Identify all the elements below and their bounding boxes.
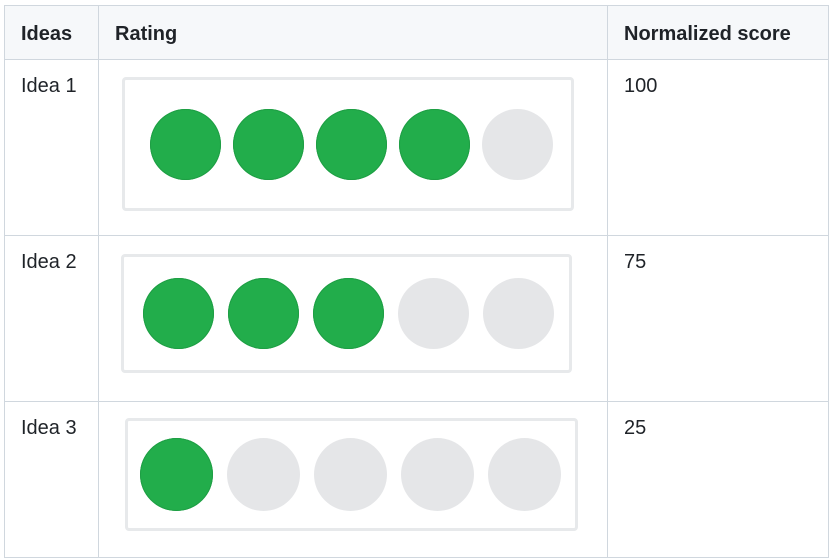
rating-widget: [125, 418, 578, 531]
normalized-score: 25: [607, 401, 829, 558]
normalized-score: 75: [607, 235, 829, 402]
table-row: Idea 2 75: [4, 235, 829, 402]
table-row: Idea 1 100: [4, 59, 829, 236]
table-body: Idea 1 100 Idea 2 75 Idea 3 25: [4, 59, 829, 558]
rating-dot-empty: [482, 108, 553, 180]
header-row: Ideas Rating Normalized score: [4, 5, 829, 60]
rating-dot-empty: [488, 438, 561, 511]
ratings-table: Ideas Rating Normalized score Idea 1 100…: [4, 5, 829, 558]
rating-dot-filled: [228, 278, 299, 349]
rating-cell: [98, 401, 608, 558]
rating-dot-filled: [316, 108, 387, 180]
rating-dot-empty: [401, 438, 474, 511]
rating-dot-empty: [398, 278, 469, 349]
rating-dot-filled: [233, 108, 304, 180]
rating-dot-filled: [150, 108, 221, 180]
rating-dot-empty: [227, 438, 300, 511]
rating-dot-empty: [314, 438, 387, 511]
rating-column-header: Rating: [98, 5, 608, 60]
rating-dot-filled: [399, 108, 470, 180]
rating-dot-filled: [313, 278, 384, 349]
table-row: Idea 3 25: [4, 401, 829, 558]
idea-name: Idea 1: [4, 59, 99, 236]
score-column-header: Normalized score: [607, 5, 829, 60]
normalized-score: 100: [607, 59, 829, 236]
rating-cell: [98, 235, 608, 402]
rating-dot-filled: [143, 278, 214, 349]
table-header: Ideas Rating Normalized score: [4, 5, 829, 60]
rating-dot-filled: [140, 438, 213, 511]
rating-widget: [122, 77, 574, 211]
rating-widget: [121, 254, 572, 373]
idea-name: Idea 3: [4, 401, 99, 558]
rating-dot-empty: [483, 278, 554, 349]
ideas-column-header: Ideas: [4, 5, 99, 60]
idea-name: Idea 2: [4, 235, 99, 402]
rating-cell: [98, 59, 608, 236]
